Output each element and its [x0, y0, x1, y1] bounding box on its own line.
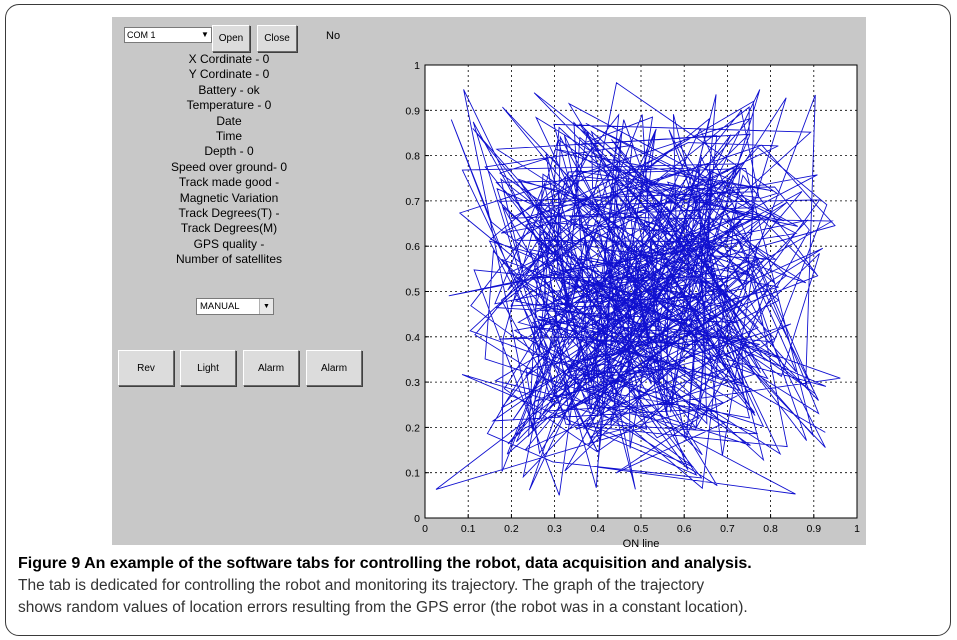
y-tick-label: 0.6 [405, 241, 420, 253]
caption-line-2: shows random values of location errors r… [18, 599, 748, 616]
telemetry-panel: X Cordinate - 0 Y Cordinate - 0 Battery … [128, 52, 330, 268]
caption-title: Figure 9 An example of the software tabs… [18, 555, 752, 572]
mode-dropdown[interactable]: MANUAL ▼ [196, 298, 274, 315]
rev-button[interactable]: Rev [118, 350, 174, 386]
info-battery: Battery - ok [198, 82, 260, 97]
x-tick-label: 0.7 [720, 523, 735, 535]
y-tick-label: 0.8 [405, 151, 420, 163]
info-date: Date [216, 113, 242, 128]
info-track-degrees-m: Track Degrees(M) [180, 221, 278, 236]
info-time: Time [215, 129, 243, 144]
x-tick-label: 0.9 [806, 523, 821, 535]
info-magnetic-variation: Magnetic Variation [179, 190, 279, 205]
y-tick-label: 1 [414, 60, 420, 72]
connection-status: No [326, 30, 341, 42]
x-tick-label: 0.4 [590, 523, 605, 535]
chevron-down-icon: ▼ [259, 299, 273, 314]
y-tick-label: 0.5 [405, 287, 420, 299]
y-tick-label: 0.2 [405, 422, 420, 434]
trajectory-plot: 0 0.1 0.2 0.3 0.4 0.5 0.6 0.7 0.8 0.9 1 0 0.1 0.2 0.3 0… [405, 60, 860, 547]
alarm-button-2[interactable]: Alarm [306, 350, 362, 386]
port-value: COM 1 [127, 30, 156, 40]
info-satellites: Number of satellites [175, 252, 283, 267]
x-tick-label: 0.5 [634, 523, 649, 535]
x-tick-label: 0.3 [547, 523, 562, 535]
info-y-coordinate: Y Cordinate - 0 [188, 67, 270, 82]
x-tick-label: 0.1 [461, 523, 476, 535]
port-dropdown[interactable]: COM 1 ▼ [124, 27, 212, 43]
info-gps-quality: GPS quality - [193, 236, 265, 251]
caption-line-1: The tab is dedicated for controlling the… [18, 577, 705, 594]
figure-caption: Figure 9 An example of the software tabs… [18, 553, 948, 619]
info-depth: Depth - 0 [204, 144, 254, 159]
open-button[interactable]: Open [212, 25, 250, 52]
y-tick-label: 0.3 [405, 377, 420, 389]
x-tick-label: 0.6 [677, 523, 692, 535]
info-track-made-good: Track made good - [178, 175, 280, 190]
y-tick-label: 0 [414, 513, 420, 525]
light-button[interactable]: Light [180, 350, 236, 386]
x-tick-label: 0.8 [763, 523, 778, 535]
x-tick-label: 0 [422, 523, 428, 535]
mode-value: MANUAL [200, 301, 240, 312]
y-tick-label: 0.4 [405, 332, 420, 344]
info-speed: Speed over ground- 0 [170, 159, 288, 174]
x-tick-label: 0.2 [504, 523, 519, 535]
info-x-coordinate: X Cordinate - 0 [188, 52, 270, 66]
y-tick-label: 0.1 [405, 468, 420, 480]
close-button[interactable]: Close [257, 25, 297, 52]
y-tick-label: 0.9 [405, 105, 420, 117]
x-tick-label: 1 [854, 523, 860, 535]
y-tick-label: 0.7 [405, 196, 420, 208]
alarm-button-1[interactable]: Alarm [243, 350, 299, 386]
trajectory-line [435, 82, 841, 496]
chevron-down-icon: ▼ [201, 30, 209, 39]
info-temperature: Temperature - 0 [186, 98, 272, 113]
info-track-degrees-t: Track Degrees(T) - [178, 206, 280, 221]
x-axis-label: ON line [623, 538, 660, 547]
